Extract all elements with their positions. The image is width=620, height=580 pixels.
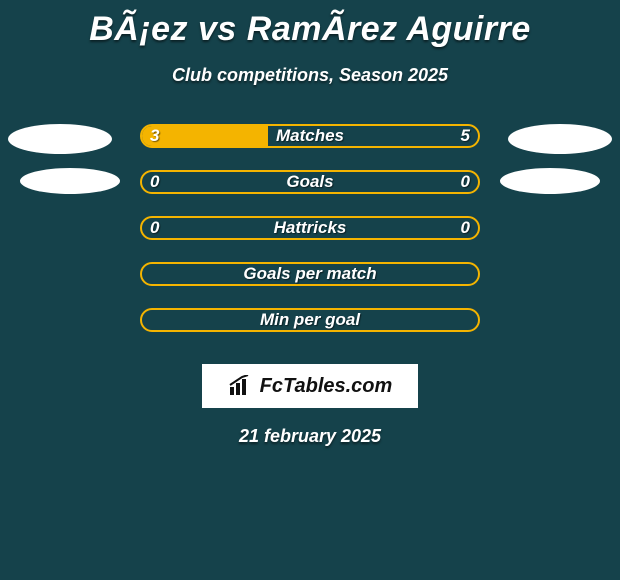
stat-bar-track — [140, 216, 480, 240]
stat-row: Hattricks00 — [0, 216, 620, 262]
page-title: BÃ¡ez vs RamÃ­rez Aguirre — [0, 0, 620, 49]
stat-bar-track — [140, 308, 480, 332]
stat-bar-track — [140, 262, 480, 286]
stat-bar-track — [140, 170, 480, 194]
footer-date: 21 february 2025 — [0, 426, 620, 447]
stat-bar-fill — [142, 126, 268, 146]
footer-brand-text: FcTables.com — [260, 375, 393, 398]
player-right-badge — [500, 168, 600, 194]
stat-bar-track — [140, 124, 480, 148]
stat-row: Goals00 — [0, 170, 620, 216]
stat-row: Goals per match — [0, 262, 620, 308]
stat-row: Matches35 — [0, 124, 620, 170]
footer-logo: FcTables.com — [202, 364, 418, 408]
player-left-badge — [20, 168, 120, 194]
stat-row: Min per goal — [0, 308, 620, 354]
player-left-badge — [8, 124, 112, 154]
chart-icon — [228, 375, 254, 397]
player-right-badge — [508, 124, 612, 154]
comparison-rows: Matches35Goals00Hattricks00Goals per mat… — [0, 124, 620, 354]
page-subtitle: Club competitions, Season 2025 — [0, 65, 620, 86]
